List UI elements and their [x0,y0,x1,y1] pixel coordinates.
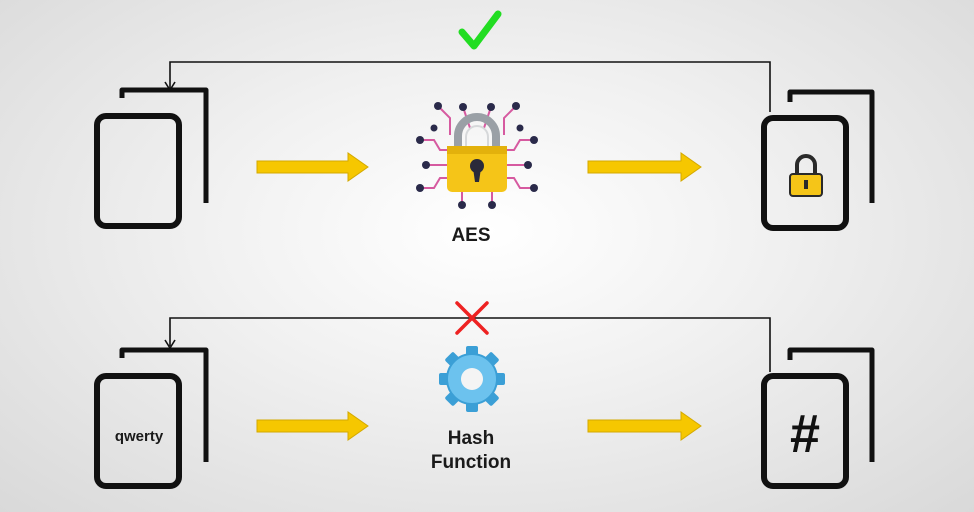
checkmark-icon [458,10,502,50]
top-arrow-right-icon-1 [256,152,369,182]
top-return-line [169,61,771,112]
hash-document-stack-icon [761,347,875,489]
top-arrow-right-icon-2 [587,152,702,182]
bottom-arrow-right-icon-2 [587,411,702,441]
input-document-stack-icon [94,87,209,229]
function-label-line1: Hash [448,428,494,449]
circuit-padlock-icon [416,102,538,209]
plaintext-document-stack-icon [94,347,209,489]
padlock-icon [789,154,823,197]
hash-output-symbol: # [790,404,820,464]
function-label-line2: Function [431,452,511,473]
gear-icon [439,346,505,412]
bottom-arrow-right-icon-1 [256,411,369,441]
cross-icon [455,301,489,335]
encrypted-document-stack-icon [761,89,875,231]
plaintext-input: qwerty [115,428,164,445]
algorithm-label: AES [451,225,490,246]
